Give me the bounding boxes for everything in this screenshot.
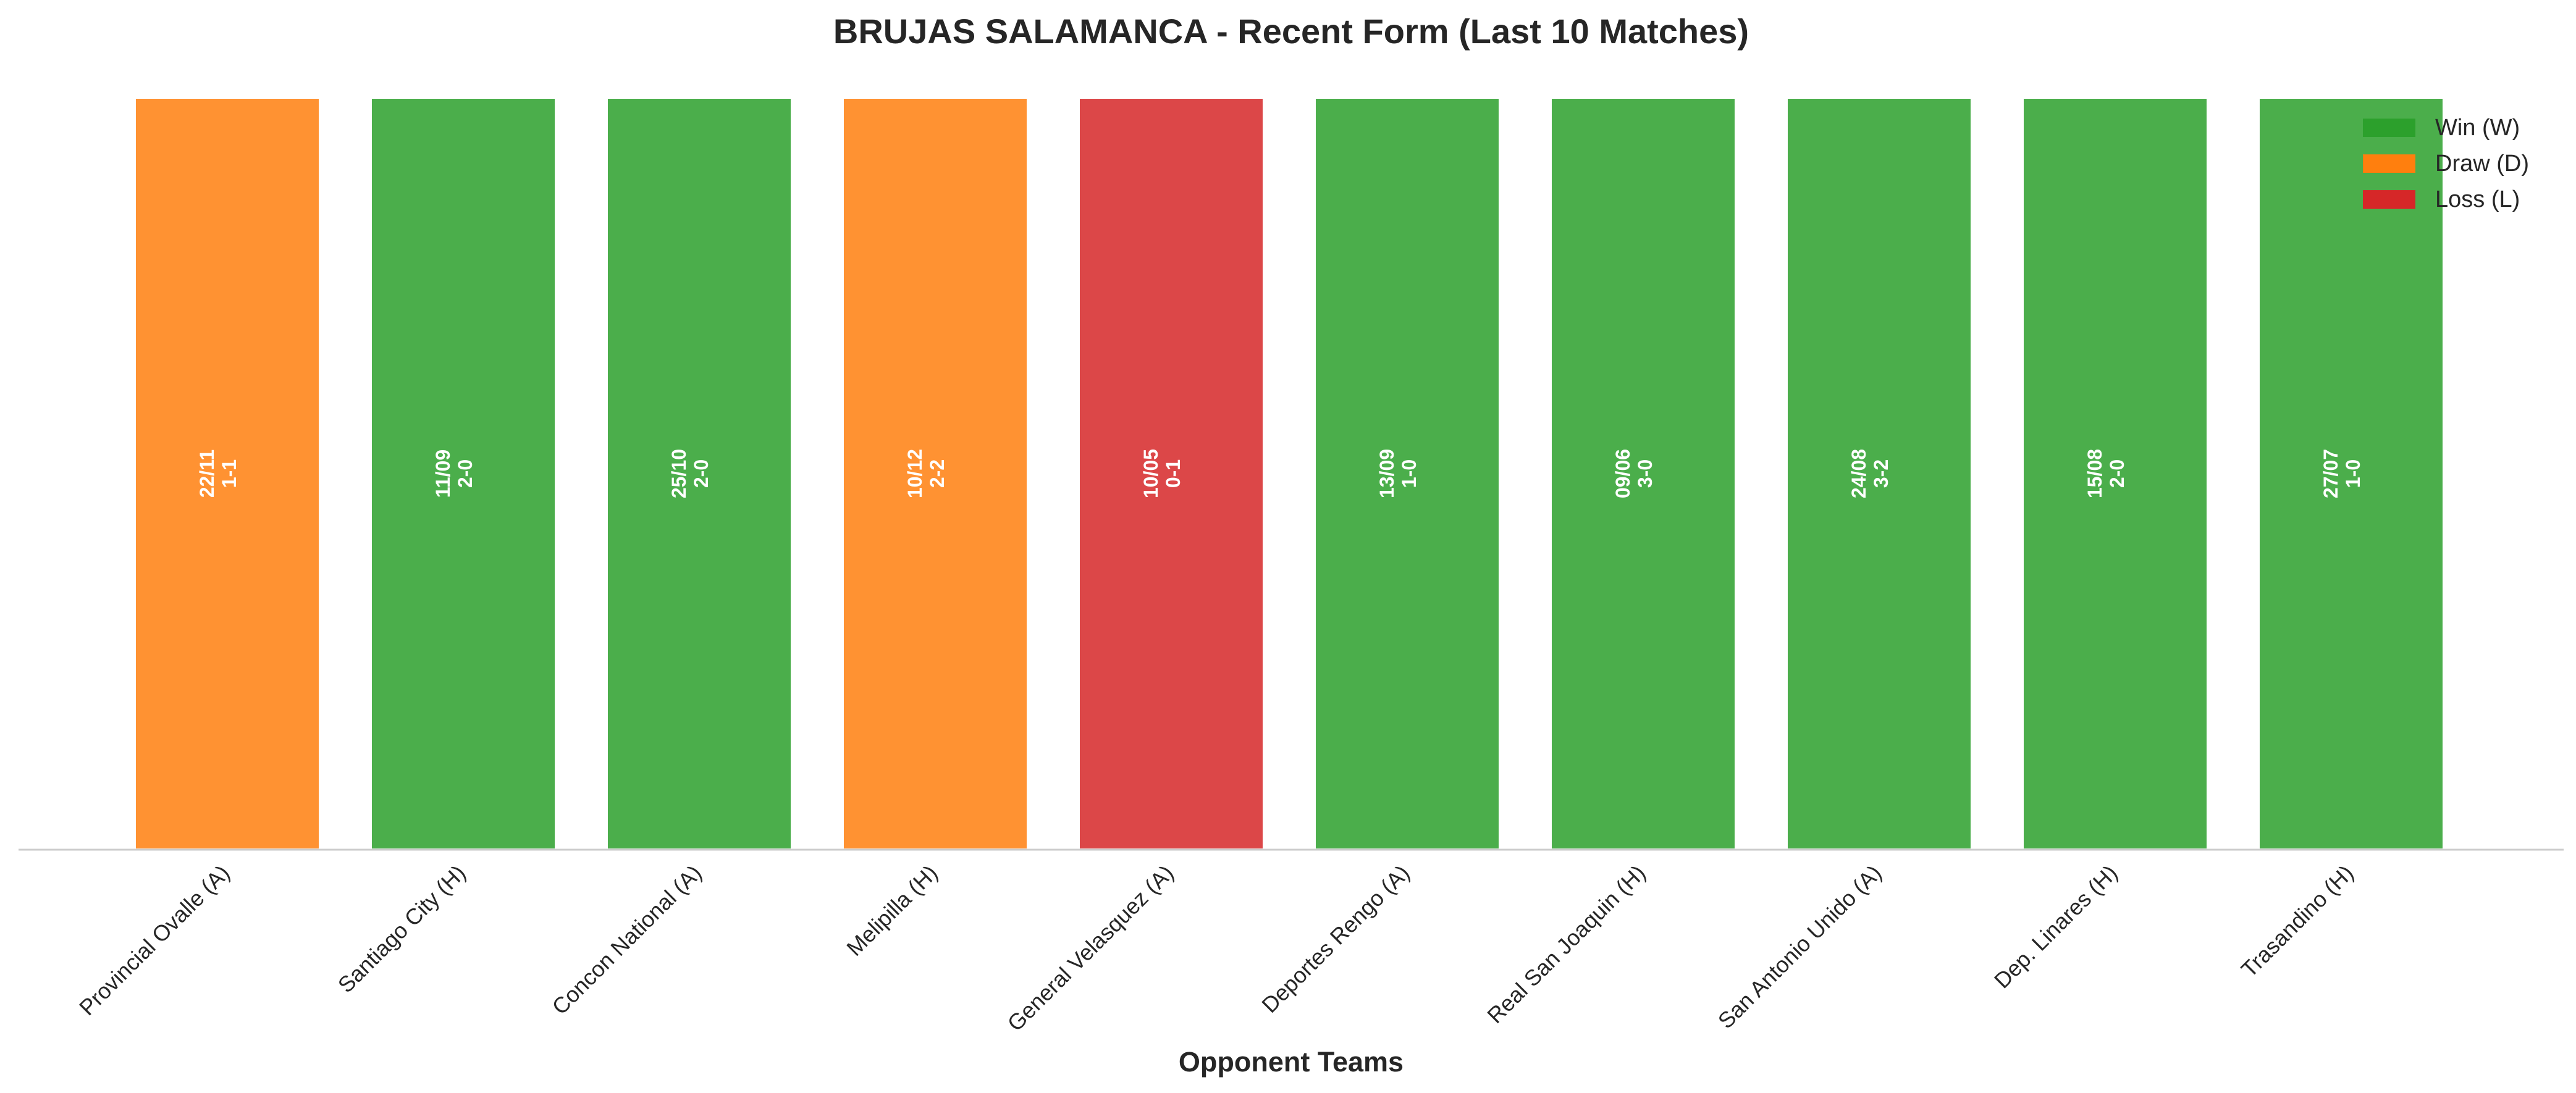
bar: [605, 96, 793, 851]
x-tick-label: Concon National (A): [547, 860, 706, 1020]
bar-date-label: 10/12: [904, 449, 926, 498]
bar: [369, 96, 557, 851]
bar-score-label: 3-2: [1870, 459, 1892, 488]
x-tick-label: Melipilla (H): [841, 860, 942, 961]
bars-layer: [133, 96, 2445, 851]
bar-date-label: 25/10: [668, 449, 690, 498]
x-tick-label: Real San Joaquin (H): [1482, 860, 1650, 1028]
bar-score-label: 1-1: [218, 459, 240, 488]
bar-score-label: 2-2: [926, 459, 948, 488]
bar-date-label: 15/08: [2084, 449, 2106, 498]
bar: [2257, 96, 2445, 851]
bar-labels-layer: 22/11 1-1 11/09 2-0 25/10 2-0 10/12 2-2 10/05 0-1…: [196, 449, 2364, 498]
x-tick-label: Provincial Ovalle (A): [74, 860, 235, 1021]
legend-swatch: [2363, 154, 2415, 173]
bar-score-label: 1-0: [1398, 459, 1420, 488]
x-tick-label: Santiago City (H): [333, 860, 471, 998]
x-tick-label: General Velasquez (A): [1003, 860, 1179, 1036]
legend-label: Draw (D): [2435, 151, 2529, 177]
bar-score-label: 1-0: [2342, 459, 2364, 488]
x-axis-title: Opponent Teams: [1179, 1046, 1404, 1078]
bar: [133, 96, 321, 851]
legend-swatch: [2363, 119, 2415, 137]
bar-score-label: 2-0: [454, 459, 476, 488]
bar-score-label: 2-0: [2106, 459, 2128, 488]
bar: [1077, 96, 1265, 851]
x-tick-label: Trasandino (H): [2236, 860, 2359, 982]
legend-swatch: [2363, 190, 2415, 209]
bar: [1785, 96, 1973, 851]
bar-date-label: 09/06: [1612, 449, 1634, 498]
bar-date-label: 11/09: [432, 450, 454, 498]
x-tick-labels: Provincial Ovalle (A) Santiago City (H) Co…: [74, 860, 2359, 1036]
bar-date-label: 27/07: [2320, 449, 2342, 498]
bar-date-label: 24/08: [1848, 449, 1870, 498]
legend-label: Win (W): [2435, 115, 2520, 141]
x-tick-label: Deportes Rengo (A): [1256, 860, 1414, 1018]
bar-date-label: 10/05: [1140, 449, 1162, 498]
chart-title: BRUJAS SALAMANCA - Recent Form (Last 10 …: [833, 12, 1749, 51]
bar-score-label: 3-0: [1634, 459, 1656, 488]
x-tick-label: Dep. Linares (H): [1989, 860, 2123, 994]
bar-score-label: 2-0: [690, 459, 712, 488]
bar-score-label: 0-1: [1162, 459, 1184, 488]
bar-date-label: 13/09: [1376, 449, 1398, 498]
bar: [841, 96, 1029, 851]
x-tick-label: San Antonio Unido (A): [1713, 860, 1887, 1034]
legend: Win (W) Draw (D) Loss (L): [2363, 115, 2529, 212]
bar-date-label: 22/11: [196, 450, 218, 498]
legend-label: Loss (L): [2435, 186, 2520, 212]
bar: [1313, 96, 1501, 851]
